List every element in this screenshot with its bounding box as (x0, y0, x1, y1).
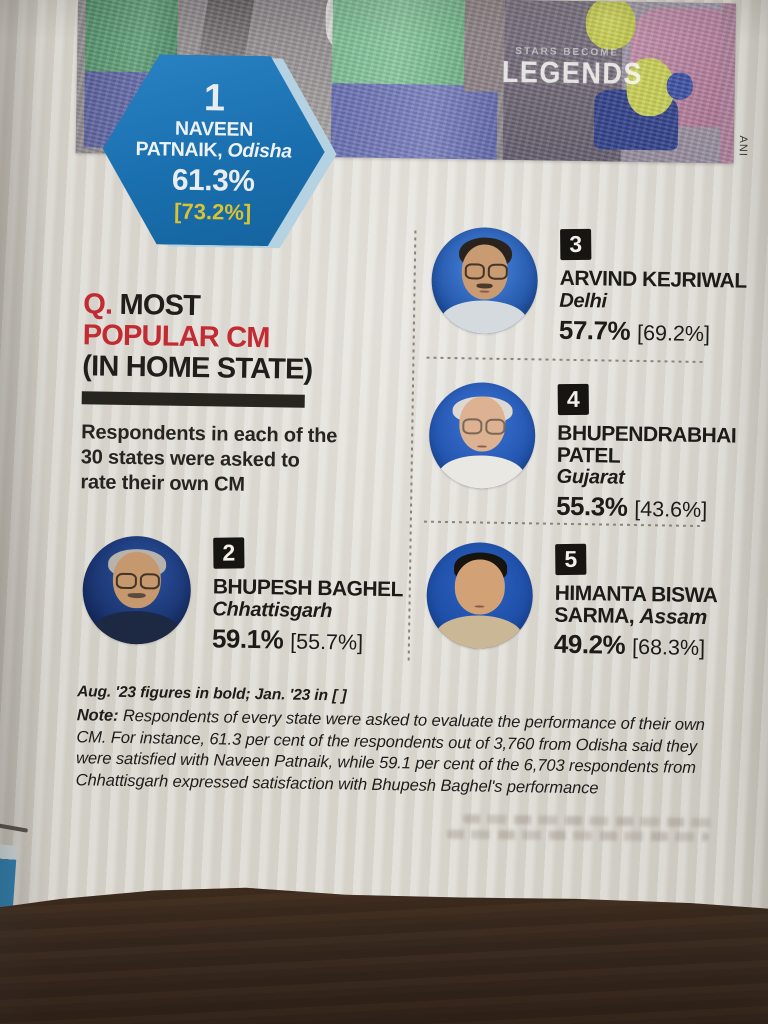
rank-4-text: 4 BHUPENDRABHAI PATEL Gujarat 55.3% [43.6… (556, 383, 750, 525)
note-label: Note: (76, 706, 119, 725)
arvind-kejriwal-photo (430, 226, 539, 335)
show-through-text (463, 814, 714, 828)
rank-1-content: 1 NAVEEN PATNAIK, Odisha 61.3% [73.2%] (101, 54, 326, 249)
q-title-most: MOST (119, 288, 201, 323)
jan23-value: [73.2%] (173, 198, 252, 225)
heading-underline-bar (81, 391, 305, 408)
bhupesh-baghel-photo (81, 535, 192, 645)
ratings: 49.2% [68.3%] (554, 629, 746, 663)
avatar-shirt (91, 609, 181, 645)
cm-name: BHUPESH BAGHEL (212, 575, 404, 602)
jan23-value: [43.6%] (634, 496, 708, 523)
rank-4-card: 4 BHUPENDRABHAI PATEL Gujarat 55.3% [43.6… (428, 381, 750, 525)
jan23-value: [69.2%] (636, 320, 711, 346)
rank-1-card: 1 NAVEEN PATNAIK, Odisha 61.3% [73.2%] (101, 54, 326, 247)
avatar-shirt (440, 300, 528, 335)
photo-credit: ANI (736, 135, 749, 158)
footnote-block: Aug. '23 figures in bold; Jan. '23 in [ … (76, 683, 730, 801)
question-description: Respondents in each of the 30 states wer… (80, 421, 338, 496)
jan23-value: [68.3%] (631, 634, 706, 661)
note-text: Respondents of every state were asked to… (75, 706, 705, 797)
avatar-shirt (435, 614, 523, 650)
bhupendrabhai-patel-photo (428, 381, 537, 490)
ratings: 57.7% [69.2%] (559, 314, 751, 348)
legends-headline: STARS BECOME LEGENDS (501, 46, 644, 91)
cm-state: Odisha (227, 138, 292, 163)
himanta-biswa-sarma-photo (425, 541, 534, 650)
cm-name: BHUPENDRABHAI PATEL (556, 421, 737, 468)
question-line-3: (IN HOME STATE) (82, 350, 313, 386)
rank-3-text: 3 ARVIND KEJRIWAL Delhi 57.7% [69.2%] (559, 228, 753, 349)
avatar-shirt (437, 454, 526, 490)
rank-5-text: 5 HIMANTA BISWA SARMA, Assam 49.2% [68.3%… (554, 543, 748, 663)
avatar-glasses-left (116, 572, 137, 589)
avatar-glasses-right (487, 263, 508, 280)
avatar-glasses-left (462, 418, 483, 435)
rank-badge: 4 (557, 383, 589, 416)
row-dotted-divider-1 (426, 356, 703, 363)
cm-name: ARVIND KEJRIWAL (559, 266, 747, 293)
ratings: 59.1% [55.7%] (212, 623, 444, 658)
avatar-glasses-left (464, 263, 485, 280)
legends-title: LEGENDS (501, 54, 644, 91)
aug23-value: 61.3% (171, 163, 255, 198)
cm-state: Chhattisgarh (212, 597, 333, 622)
avatar-mustache (127, 593, 146, 599)
rank-badge: 3 (560, 228, 592, 261)
cm-state: Gujarat (556, 465, 625, 489)
aug23-value: 55.3% (555, 490, 628, 522)
rank-2-card: 2 BHUPESH BAGHEL Chhattisgarh 59.1% [55.7… (81, 535, 446, 657)
avatar-glasses-right (139, 572, 161, 590)
aug23-value: 59.1% (211, 622, 284, 654)
aug23-value: 57.7% (558, 314, 631, 346)
note-paragraph: Note: Respondents of every state were as… (76, 705, 729, 801)
cm-name: NAVEEN PATNAIK, Odisha (135, 117, 294, 163)
q-label: Q. (82, 288, 113, 321)
rank-badge: 5 (555, 543, 587, 576)
cm-name: HIMANTA BISWA SARMA, Assam (554, 582, 747, 629)
rank-5-card: 5 HIMANTA BISWA SARMA, Assam 49.2% [68.3%… (425, 541, 748, 663)
rank-3-card: 3 ARVIND KEJRIWAL Delhi 57.7% [69.2%] (430, 226, 753, 349)
show-through-text (446, 829, 709, 842)
cm-state: Delhi (559, 289, 607, 312)
rank-2-text: 2 BHUPESH BAGHEL Chhattisgarh 59.1% [55.7… (212, 537, 446, 657)
wooden-table (0, 887, 768, 1024)
jan23-value: [55.7%] (290, 629, 364, 655)
avatar-mustache (476, 283, 494, 289)
rank-badge: 2 (213, 537, 245, 569)
rank-number: 1 (203, 76, 226, 119)
cm-state: Assam (639, 604, 708, 629)
question-heading-block: Q. MOST POPULAR CM (IN HOME STATE) Respo… (80, 288, 383, 500)
aug23-value: 49.2% (553, 628, 626, 660)
avatar-glasses-right (485, 418, 506, 435)
ratings: 55.3% [43.6%] (556, 491, 748, 525)
